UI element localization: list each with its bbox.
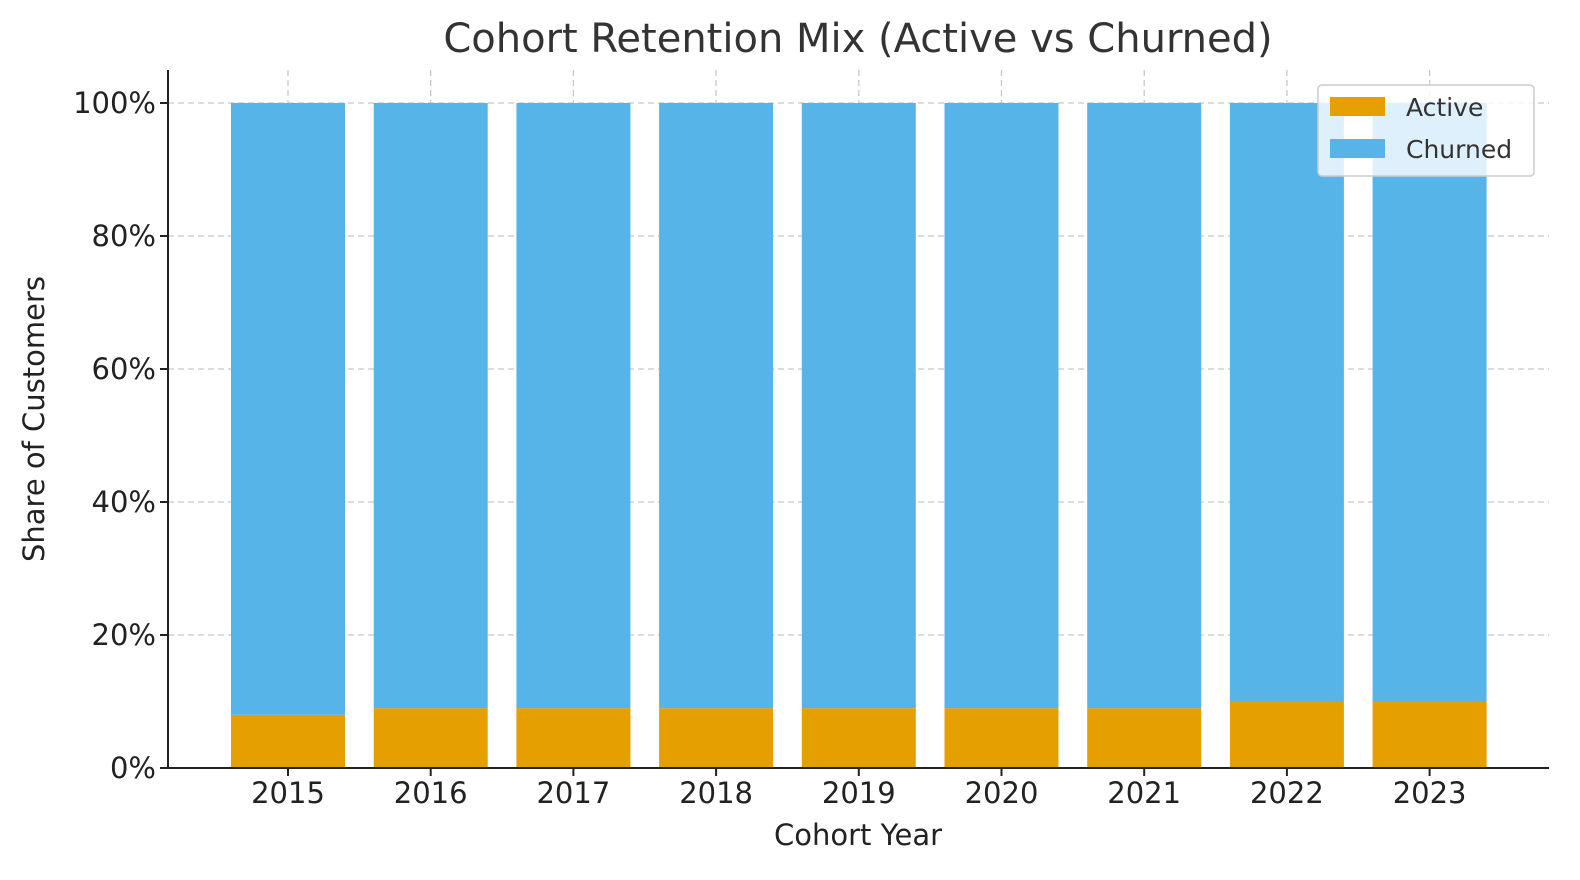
bar-churned-2016 (373, 103, 488, 709)
bar-active-2021 (1087, 708, 1202, 768)
y-tick-label: 80% (92, 219, 156, 253)
bar-churned-2020 (944, 103, 1059, 709)
x-tick-label: 2018 (679, 776, 753, 810)
x-tick-label: 2016 (394, 776, 468, 810)
chart-title: Cohort Retention Mix (Active vs Churned) (443, 16, 1272, 62)
legend: Active Churned (1317, 84, 1535, 177)
bar-churned-2021 (1087, 103, 1202, 709)
bar-churned-2023 (1372, 103, 1487, 702)
bar-churned-2022 (1229, 103, 1344, 702)
x-tick-label: 2023 (1393, 776, 1467, 810)
bar-active-2015 (231, 714, 345, 768)
legend-label-active: Active (1406, 93, 1483, 122)
bar-churned-2019 (801, 103, 916, 709)
legend-swatch-churned (1330, 139, 1385, 158)
x-axis-label: Cohort Year (774, 818, 942, 852)
x-tick-label: 2020 (965, 776, 1039, 810)
bars (231, 103, 1487, 768)
x-tick-label: 2015 (251, 776, 325, 810)
bar-churned-2018 (659, 103, 774, 709)
bar-churned-2017 (516, 103, 631, 709)
x-tick-label: 2019 (822, 776, 896, 810)
bar-active-2018 (659, 708, 774, 768)
bar-active-2017 (516, 708, 631, 768)
y-tick-labels: 0% 20% 40% 60% 80% 100% (73, 86, 168, 785)
legend-label-churned: Churned (1406, 135, 1512, 164)
x-tick-label: 2022 (1250, 776, 1324, 810)
bar-active-2019 (801, 708, 916, 768)
y-tick-label: 20% (92, 618, 156, 652)
x-tick-labels: 2015 2016 2017 2018 2019 2020 2021 2022 2023 (251, 768, 1467, 810)
bar-active-2020 (944, 708, 1059, 768)
y-tick-label: 0% (110, 751, 156, 785)
bar-active-2016 (373, 708, 488, 768)
x-tick-label: 2017 (536, 776, 610, 810)
bar-active-2022 (1229, 701, 1344, 768)
y-tick-label: 60% (92, 352, 156, 386)
legend-swatch-active (1330, 97, 1385, 116)
bar-churned-2015 (231, 103, 345, 715)
y-tick-label: 40% (92, 485, 156, 519)
y-axis-label: Share of Customers (17, 276, 51, 562)
x-tick-label: 2021 (1107, 776, 1181, 810)
bar-active-2023 (1372, 701, 1487, 768)
y-tick-label: 100% (73, 86, 156, 120)
